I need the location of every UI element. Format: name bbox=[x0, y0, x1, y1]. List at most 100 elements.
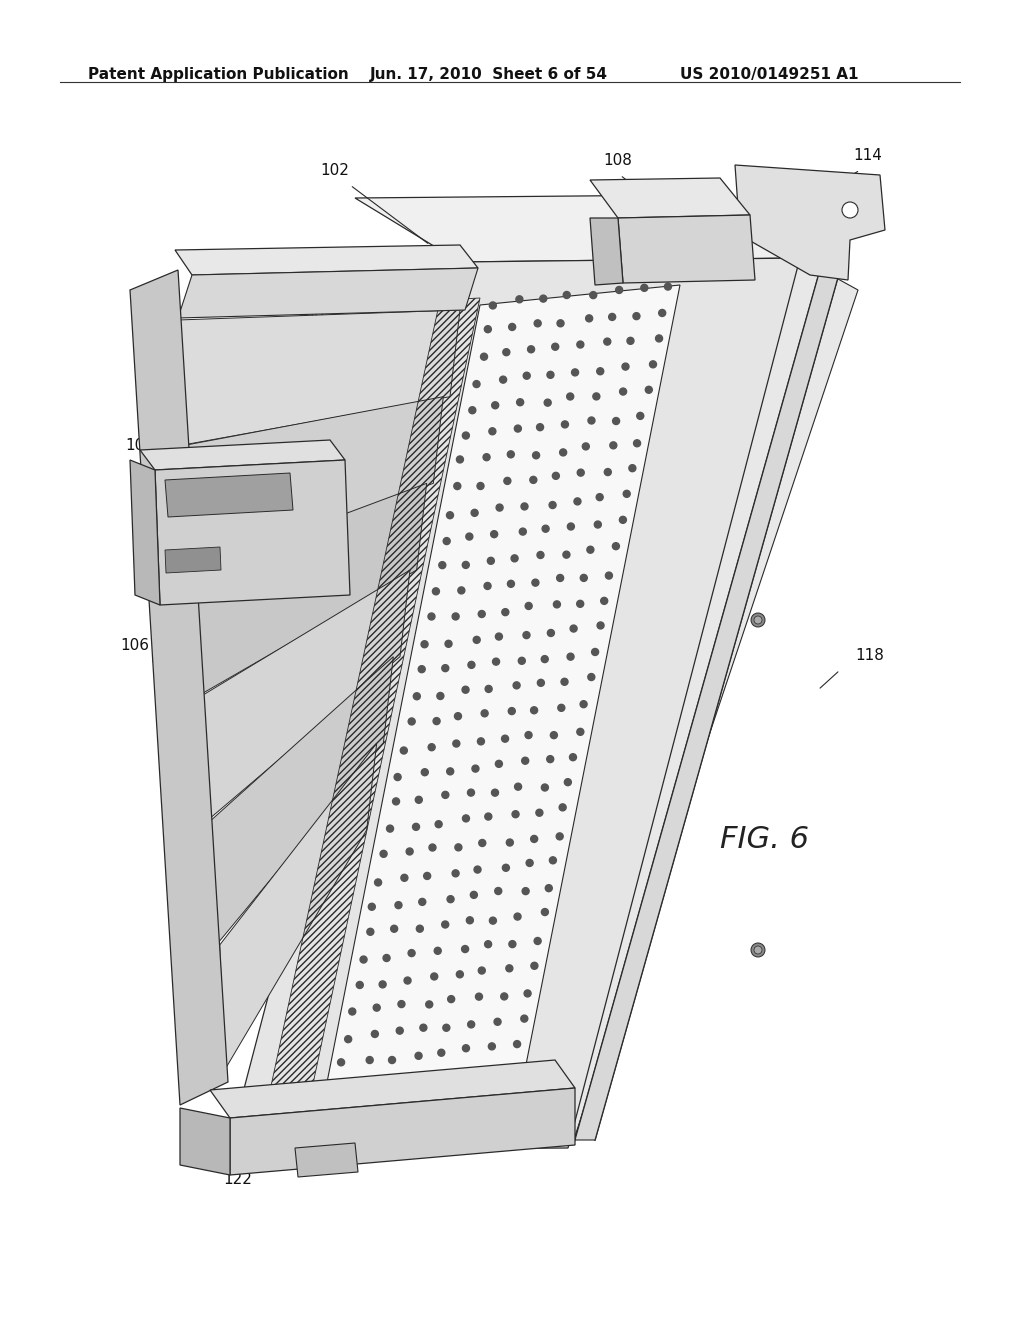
Circle shape bbox=[583, 444, 589, 450]
Circle shape bbox=[396, 1027, 403, 1034]
Circle shape bbox=[601, 598, 607, 605]
Circle shape bbox=[552, 343, 559, 350]
Polygon shape bbox=[230, 1088, 575, 1175]
Circle shape bbox=[503, 1094, 510, 1101]
Circle shape bbox=[514, 913, 521, 920]
Circle shape bbox=[419, 899, 426, 906]
Polygon shape bbox=[480, 257, 800, 1122]
Text: 100: 100 bbox=[296, 308, 325, 322]
Polygon shape bbox=[228, 257, 800, 1150]
Circle shape bbox=[540, 296, 547, 302]
Circle shape bbox=[608, 313, 615, 321]
Circle shape bbox=[452, 870, 459, 876]
Circle shape bbox=[421, 768, 428, 776]
Circle shape bbox=[751, 942, 765, 957]
Circle shape bbox=[641, 284, 648, 292]
Circle shape bbox=[592, 648, 599, 656]
Text: 102: 102 bbox=[321, 162, 349, 178]
Polygon shape bbox=[140, 440, 345, 470]
Circle shape bbox=[620, 516, 627, 523]
Polygon shape bbox=[735, 165, 885, 280]
Circle shape bbox=[429, 843, 436, 851]
Circle shape bbox=[418, 665, 425, 673]
Circle shape bbox=[372, 1031, 378, 1038]
Circle shape bbox=[468, 661, 475, 668]
Circle shape bbox=[437, 693, 443, 700]
Circle shape bbox=[453, 612, 459, 620]
Circle shape bbox=[577, 341, 584, 348]
Circle shape bbox=[438, 1049, 444, 1056]
Circle shape bbox=[558, 705, 565, 711]
Circle shape bbox=[612, 543, 620, 549]
Circle shape bbox=[530, 836, 538, 842]
Circle shape bbox=[515, 783, 521, 791]
Circle shape bbox=[454, 483, 461, 490]
Circle shape bbox=[469, 407, 476, 413]
Circle shape bbox=[544, 399, 551, 407]
Polygon shape bbox=[618, 215, 755, 282]
Text: 104: 104 bbox=[126, 438, 155, 453]
Circle shape bbox=[604, 469, 611, 475]
Circle shape bbox=[504, 478, 511, 484]
Circle shape bbox=[420, 1024, 427, 1031]
Circle shape bbox=[507, 451, 514, 458]
Text: Patent Application Publication: Patent Application Publication bbox=[88, 67, 349, 82]
Circle shape bbox=[577, 601, 584, 607]
Circle shape bbox=[557, 574, 563, 582]
Polygon shape bbox=[180, 1107, 230, 1175]
Circle shape bbox=[472, 766, 479, 772]
Circle shape bbox=[394, 774, 401, 780]
Polygon shape bbox=[295, 1143, 358, 1177]
Circle shape bbox=[604, 338, 610, 345]
Circle shape bbox=[441, 792, 449, 799]
Circle shape bbox=[514, 1040, 520, 1048]
Polygon shape bbox=[211, 656, 393, 945]
Circle shape bbox=[529, 477, 537, 483]
Circle shape bbox=[383, 954, 390, 961]
Circle shape bbox=[590, 292, 597, 298]
Circle shape bbox=[435, 821, 442, 828]
Circle shape bbox=[503, 865, 509, 871]
Circle shape bbox=[530, 706, 538, 714]
Circle shape bbox=[586, 315, 593, 322]
Circle shape bbox=[329, 1111, 336, 1118]
Circle shape bbox=[508, 581, 514, 587]
Circle shape bbox=[395, 902, 402, 908]
Circle shape bbox=[455, 713, 462, 719]
Circle shape bbox=[516, 296, 523, 302]
Circle shape bbox=[490, 531, 498, 537]
Circle shape bbox=[492, 789, 499, 796]
Circle shape bbox=[484, 941, 492, 948]
Circle shape bbox=[492, 401, 499, 409]
Circle shape bbox=[442, 1024, 450, 1031]
Circle shape bbox=[489, 917, 497, 924]
Circle shape bbox=[524, 990, 531, 997]
Circle shape bbox=[375, 879, 382, 886]
Circle shape bbox=[431, 973, 437, 979]
Circle shape bbox=[509, 323, 516, 330]
Circle shape bbox=[588, 417, 595, 424]
Circle shape bbox=[398, 1001, 404, 1007]
Circle shape bbox=[574, 498, 581, 504]
Circle shape bbox=[338, 1059, 345, 1065]
Circle shape bbox=[447, 995, 455, 1003]
Circle shape bbox=[407, 847, 413, 855]
Circle shape bbox=[416, 796, 422, 804]
Circle shape bbox=[655, 335, 663, 342]
Circle shape bbox=[542, 908, 549, 916]
Circle shape bbox=[345, 1036, 351, 1043]
Circle shape bbox=[581, 574, 588, 581]
Circle shape bbox=[547, 371, 554, 379]
Circle shape bbox=[446, 768, 454, 775]
Circle shape bbox=[484, 326, 492, 333]
Circle shape bbox=[378, 1109, 385, 1115]
Circle shape bbox=[415, 1052, 422, 1060]
Circle shape bbox=[463, 432, 469, 440]
Circle shape bbox=[525, 602, 532, 610]
Circle shape bbox=[627, 338, 634, 345]
Text: Jun. 17, 2010  Sheet 6 of 54: Jun. 17, 2010 Sheet 6 of 54 bbox=[370, 67, 608, 82]
Circle shape bbox=[596, 494, 603, 500]
Polygon shape bbox=[590, 178, 750, 218]
Circle shape bbox=[566, 393, 573, 400]
Circle shape bbox=[349, 1008, 355, 1015]
